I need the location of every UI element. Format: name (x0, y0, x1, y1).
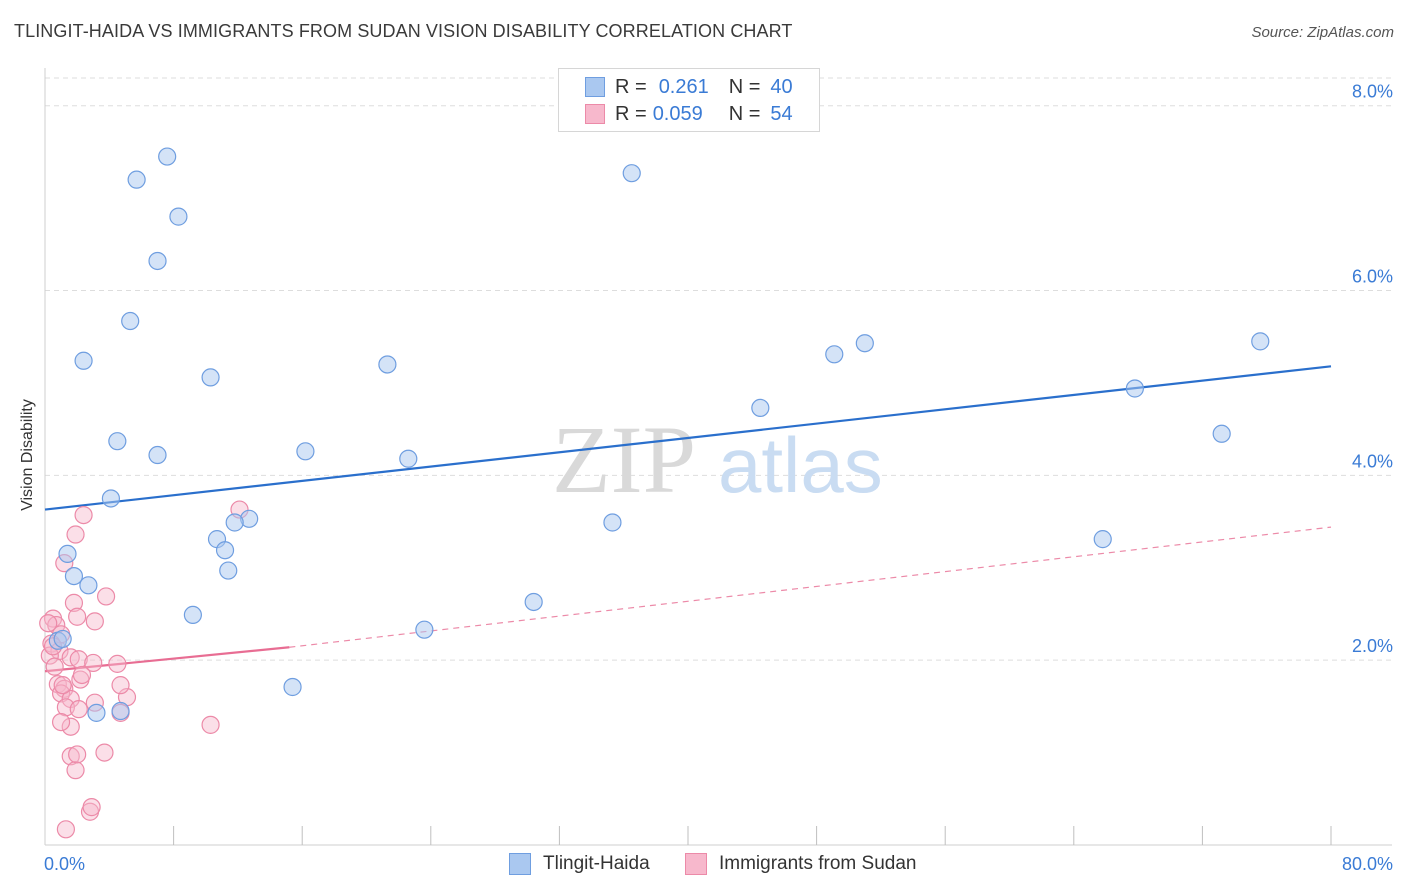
point-tlingit (53, 629, 72, 649)
y-tick-label: 2.0% (1352, 636, 1393, 656)
point-tlingit (183, 605, 202, 625)
point-tlingit (825, 345, 844, 364)
point-tlingit (219, 561, 238, 580)
point-sudan (51, 712, 71, 732)
y-tick-label: 6.0% (1352, 267, 1393, 287)
gridlines (45, 77, 1392, 661)
point-sudan (45, 657, 64, 676)
trendline-tlingit (44, 365, 1332, 511)
point-tlingit (215, 541, 235, 560)
point-sudan (85, 612, 104, 631)
legend-row-sudan: R = 0.059 N = 54 (585, 102, 793, 126)
point-sudan (53, 676, 72, 695)
point-sudan (95, 743, 114, 762)
legend-n-label: N = (728, 102, 761, 125)
tick-labels: 2.0% 4.0% 6.0% 8.0% 0.0% 80.0% (44, 82, 1393, 874)
bottom-legend-swatch-pink (685, 853, 707, 875)
point-sudan (39, 614, 58, 633)
point-tlingit (64, 566, 84, 586)
point-sudan (61, 747, 80, 766)
bottom-legend-sudan: Immigrants from Sudan (685, 852, 916, 876)
source-label: Source: ZipAtlas.com (1251, 24, 1394, 41)
watermark-atlas: atlas (718, 421, 883, 509)
point-tlingit (524, 592, 543, 612)
legend-swatch-blue (585, 77, 605, 97)
point-sudan (108, 654, 127, 673)
y-tick-label: 8.0% (1352, 82, 1393, 102)
bottom-legend-label: Immigrants from Sudan (719, 853, 917, 874)
point-tlingit (378, 355, 397, 374)
point-sudan (111, 676, 130, 695)
point-sudan (66, 761, 85, 780)
point-tlingit (225, 513, 244, 532)
bottom-legend-swatch-blue (509, 853, 531, 875)
trendline-sudan-extended (289, 526, 1332, 648)
point-tlingit (148, 251, 167, 271)
point-sudan (72, 665, 92, 685)
legend-r-label: R = (615, 102, 647, 125)
point-sudan (69, 650, 88, 669)
point-tlingit (622, 164, 641, 183)
point-sudan (201, 715, 220, 734)
point-sudan (68, 607, 87, 626)
point-tlingit (1251, 332, 1270, 351)
axes (44, 68, 1392, 846)
bottom-legend-tlingit: Tlingit-Haida (509, 852, 650, 876)
point-tlingit (101, 489, 121, 508)
point-tlingit (751, 398, 770, 418)
point-tlingit (1212, 424, 1231, 443)
point-tlingit (121, 311, 140, 331)
point-sudan (56, 820, 75, 839)
point-sudan (82, 798, 101, 817)
point-tlingit (283, 677, 302, 697)
point-tlingit (296, 442, 315, 461)
point-sudan (69, 700, 88, 719)
point-tlingit (603, 513, 622, 532)
legend-n-label: N = (728, 75, 761, 98)
point-sudan (66, 525, 85, 544)
point-sudan (64, 593, 84, 612)
point-tlingit (87, 703, 106, 722)
point-tlingit (201, 368, 220, 387)
point-tlingit (399, 449, 418, 468)
stats-legend: R = 0.261 N = 40 R = 0.059 N = 54 (558, 68, 820, 132)
point-sudan (96, 587, 116, 606)
watermark-zip: ZIP (552, 406, 696, 513)
legend-r-value: 0.059 (652, 102, 703, 125)
point-tlingit (1125, 379, 1144, 398)
point-tlingit (1093, 530, 1112, 549)
legend-row-tlingit: R = 0.261 N = 40 (585, 75, 793, 99)
point-tlingit (108, 432, 127, 451)
legend-n-value: 40 (770, 75, 793, 98)
point-tlingit (415, 620, 434, 639)
point-tlingit (79, 576, 98, 595)
point-tlingit (111, 701, 130, 721)
point-sudan (68, 745, 87, 764)
x-tick-label-max: 80.0% (1342, 854, 1393, 874)
point-sudan (61, 717, 80, 736)
chart-title: TLINGIT-HAIDA VS IMMIGRANTS FROM SUDAN V… (14, 21, 793, 41)
point-tlingit (74, 351, 93, 370)
point-tlingit (127, 170, 146, 189)
legend-n-value: 54 (770, 102, 793, 125)
point-tlingit (158, 147, 177, 166)
points (39, 147, 1270, 839)
legend-r-value: 0.261 (658, 75, 709, 98)
legend-r-label: R = (615, 75, 647, 98)
point-sudan (74, 505, 93, 525)
point-sudan (84, 653, 103, 673)
point-tlingit (58, 544, 77, 564)
point-tlingit (148, 445, 167, 465)
x-tick-label-min: 0.0% (44, 854, 85, 874)
point-tlingit (855, 334, 874, 353)
watermark: ZIP atlas (552, 406, 883, 513)
y-axis-label: Vision Disability (19, 399, 36, 511)
point-tlingit (169, 207, 188, 226)
y-tick-label: 4.0% (1352, 451, 1393, 471)
bottom-legend-label: Tlingit-Haida (543, 853, 650, 874)
legend-swatch-pink (585, 104, 605, 124)
